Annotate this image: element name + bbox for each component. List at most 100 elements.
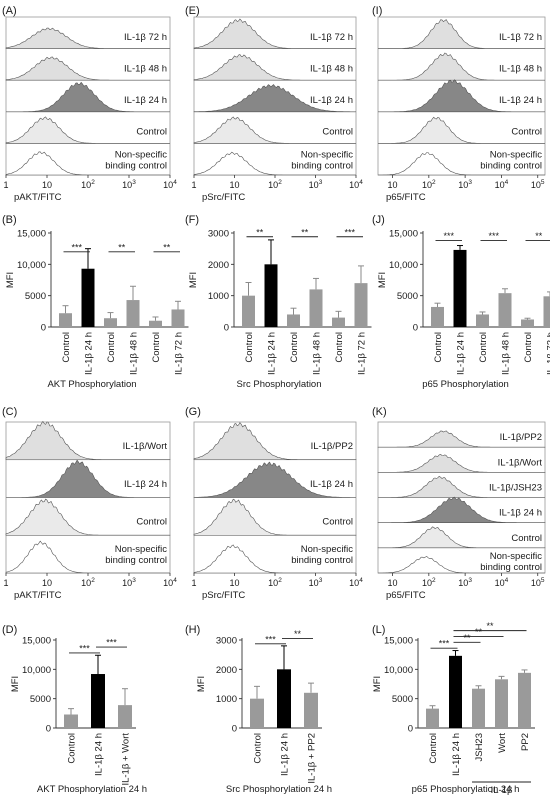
row-label: IL-1β 48 h bbox=[499, 63, 542, 74]
x-axis-label: p65/FITC bbox=[386, 590, 426, 601]
bar bbox=[495, 679, 508, 728]
category-label: IL-1β + PP2 bbox=[307, 733, 318, 784]
x-tick-label: 104 bbox=[163, 179, 177, 190]
x-tick-label: 102 bbox=[268, 577, 282, 588]
significance-label: *** bbox=[488, 231, 499, 241]
y-tick-label: 10,000 bbox=[22, 665, 51, 676]
row-label: IL-1β 24 h bbox=[310, 95, 353, 106]
category-label: Control bbox=[428, 733, 439, 764]
x-tick-label: 104 bbox=[495, 577, 509, 588]
panel-letter: (A) bbox=[2, 5, 17, 17]
panel-letter: (D) bbox=[2, 624, 17, 636]
bar bbox=[449, 656, 462, 728]
histogram-panel: (I) IL-1β 72 h IL-1β 48 h IL-1β 24 h Control… bbox=[372, 5, 545, 203]
bar bbox=[64, 715, 78, 728]
category-label: Control bbox=[289, 332, 300, 363]
bar bbox=[544, 296, 550, 327]
x-tick-label: 1 bbox=[191, 180, 196, 190]
panel-letter: (J) bbox=[372, 214, 385, 226]
chart-title: p65 Phosphorylation bbox=[422, 379, 509, 390]
row-label: IL-1β 72 h bbox=[499, 32, 542, 43]
category-label: Control bbox=[253, 733, 264, 764]
y-axis-label: MFI bbox=[5, 272, 16, 288]
row-label: Control bbox=[511, 533, 542, 544]
row-label: IL-1β/PP2 bbox=[311, 441, 353, 452]
category-label: IL-1β 72 h bbox=[357, 332, 368, 375]
y-tick-label: 0 bbox=[46, 724, 51, 735]
panel-letter: (F) bbox=[185, 214, 199, 226]
row-label: IL-1β 48 h bbox=[124, 63, 167, 74]
x-tick-label: 104 bbox=[349, 577, 363, 588]
y-axis-label: MFI bbox=[377, 272, 388, 288]
bar bbox=[277, 669, 291, 728]
y-tick-label: 15,000 bbox=[17, 229, 46, 240]
significance-label: *** bbox=[106, 638, 117, 648]
bar bbox=[149, 321, 162, 327]
x-tick-label: 102 bbox=[268, 179, 282, 190]
y-axis-label: MFI bbox=[372, 676, 383, 692]
y-tick-label: 0 bbox=[41, 323, 46, 334]
row-label: binding control bbox=[105, 161, 167, 172]
row-label: Control bbox=[136, 517, 167, 528]
row-label: Non-specific bbox=[115, 150, 168, 161]
bar bbox=[431, 307, 444, 327]
y-tick-label: 0 bbox=[224, 323, 229, 334]
significance-label: ** bbox=[535, 231, 543, 241]
y-tick-label: 1000 bbox=[208, 291, 229, 302]
bar-chart-panel: (H)0100020003000MFIControl IL-1β 24 h IL-1… bbox=[185, 624, 332, 795]
row-label: Control bbox=[322, 517, 353, 528]
row-label: binding control bbox=[480, 161, 542, 172]
y-axis-label: MFI bbox=[188, 272, 199, 288]
x-tick-label: 105 bbox=[531, 577, 545, 588]
x-axis-label: pSrc/FITC bbox=[202, 192, 245, 203]
category-label: Control bbox=[478, 332, 489, 363]
chart-title: AKT Phosphorylation 24 h bbox=[37, 784, 147, 795]
significance-label: *** bbox=[443, 231, 454, 241]
y-tick-label: 2000 bbox=[216, 665, 237, 676]
bar-chart-panel: (F)0100020003000MFIControl IL-1β 24 h Cont… bbox=[185, 214, 372, 390]
row-label: IL-1β 48 h bbox=[310, 63, 353, 74]
histogram-panel: (C)IL-1β/WortIL-1β 24 hControlNon-specif… bbox=[2, 406, 177, 601]
category-label: Control bbox=[433, 332, 444, 363]
chart-title: AKT Phosphorylation bbox=[47, 379, 136, 390]
bar bbox=[104, 318, 117, 327]
bar bbox=[118, 705, 132, 728]
category-label: Control bbox=[61, 332, 72, 363]
histogram-panel: (K) IL-1β/PP2 IL-1β/Wort IL-1β/JSH23 IL-1β 2… bbox=[372, 406, 545, 601]
category-label: IL-1β 48 h bbox=[129, 332, 140, 375]
panel-letter: (E) bbox=[185, 5, 200, 17]
bar bbox=[454, 250, 467, 327]
row-label: binding control bbox=[105, 555, 167, 566]
category-label: IL-1β 24 h bbox=[456, 332, 467, 375]
bar bbox=[499, 293, 512, 327]
histogram-panel: (G)IL-1β/PP2IL-1β 24 hControlNon-specifi… bbox=[185, 406, 363, 601]
row-label: IL-1β/PP2 bbox=[500, 432, 542, 443]
significance-label: *** bbox=[439, 639, 450, 649]
significance-label: ** bbox=[256, 227, 264, 237]
significance-label: ** bbox=[486, 621, 494, 631]
row-label: Non-specific bbox=[115, 544, 168, 555]
row-label: IL-1β 24 h bbox=[124, 479, 167, 490]
y-tick-label: 0 bbox=[413, 323, 418, 334]
bar bbox=[242, 296, 255, 327]
x-tick-label: 103 bbox=[458, 179, 472, 190]
row-label: binding control bbox=[480, 562, 542, 573]
category-label: Control bbox=[523, 332, 534, 363]
y-tick-label: 5000 bbox=[392, 694, 413, 705]
row-label: Non-specific bbox=[301, 150, 354, 161]
row-label: IL-1β/Wort bbox=[123, 441, 168, 452]
x-tick-label: 103 bbox=[309, 577, 323, 588]
bar-chart-panel: (B)0500010,00015,000MFIControl IL-1β 24 h… bbox=[2, 214, 189, 390]
significance-label: *** bbox=[344, 227, 355, 237]
row-label: Non-specific bbox=[490, 551, 543, 562]
row-label: Non-specific bbox=[490, 150, 543, 161]
x-tick-label: 102 bbox=[422, 179, 436, 190]
y-tick-label: 10,000 bbox=[389, 260, 418, 271]
row-label: IL-1β 24 h bbox=[499, 508, 542, 519]
row-label: IL-1β 24 h bbox=[310, 479, 353, 490]
bar bbox=[472, 689, 485, 728]
y-tick-label: 2000 bbox=[208, 260, 229, 271]
panel-letter: (G) bbox=[185, 406, 201, 418]
panel-letter: (K) bbox=[372, 406, 387, 418]
bar bbox=[521, 319, 534, 327]
